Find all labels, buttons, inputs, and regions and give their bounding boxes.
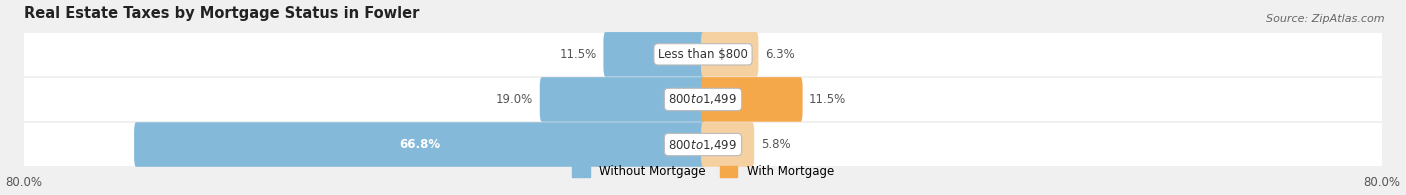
Text: 6.3%: 6.3% — [765, 48, 794, 61]
Text: Less than $800: Less than $800 — [658, 48, 748, 61]
Text: 66.8%: 66.8% — [399, 138, 440, 151]
FancyBboxPatch shape — [134, 122, 704, 167]
Text: $800 to $1,499: $800 to $1,499 — [668, 92, 738, 106]
Text: 19.0%: 19.0% — [496, 93, 533, 106]
FancyBboxPatch shape — [702, 77, 803, 122]
Legend: Without Mortgage, With Mortgage: Without Mortgage, With Mortgage — [567, 160, 839, 183]
FancyBboxPatch shape — [24, 123, 1382, 166]
Text: 11.5%: 11.5% — [808, 93, 846, 106]
FancyBboxPatch shape — [24, 78, 1382, 121]
FancyBboxPatch shape — [24, 33, 1382, 76]
Text: 11.5%: 11.5% — [560, 48, 598, 61]
Text: Source: ZipAtlas.com: Source: ZipAtlas.com — [1267, 14, 1385, 24]
FancyBboxPatch shape — [540, 77, 704, 122]
Text: Real Estate Taxes by Mortgage Status in Fowler: Real Estate Taxes by Mortgage Status in … — [24, 5, 419, 20]
Text: 5.8%: 5.8% — [761, 138, 790, 151]
Text: $800 to $1,499: $800 to $1,499 — [668, 137, 738, 152]
FancyBboxPatch shape — [603, 32, 704, 77]
FancyBboxPatch shape — [702, 32, 758, 77]
FancyBboxPatch shape — [702, 122, 754, 167]
